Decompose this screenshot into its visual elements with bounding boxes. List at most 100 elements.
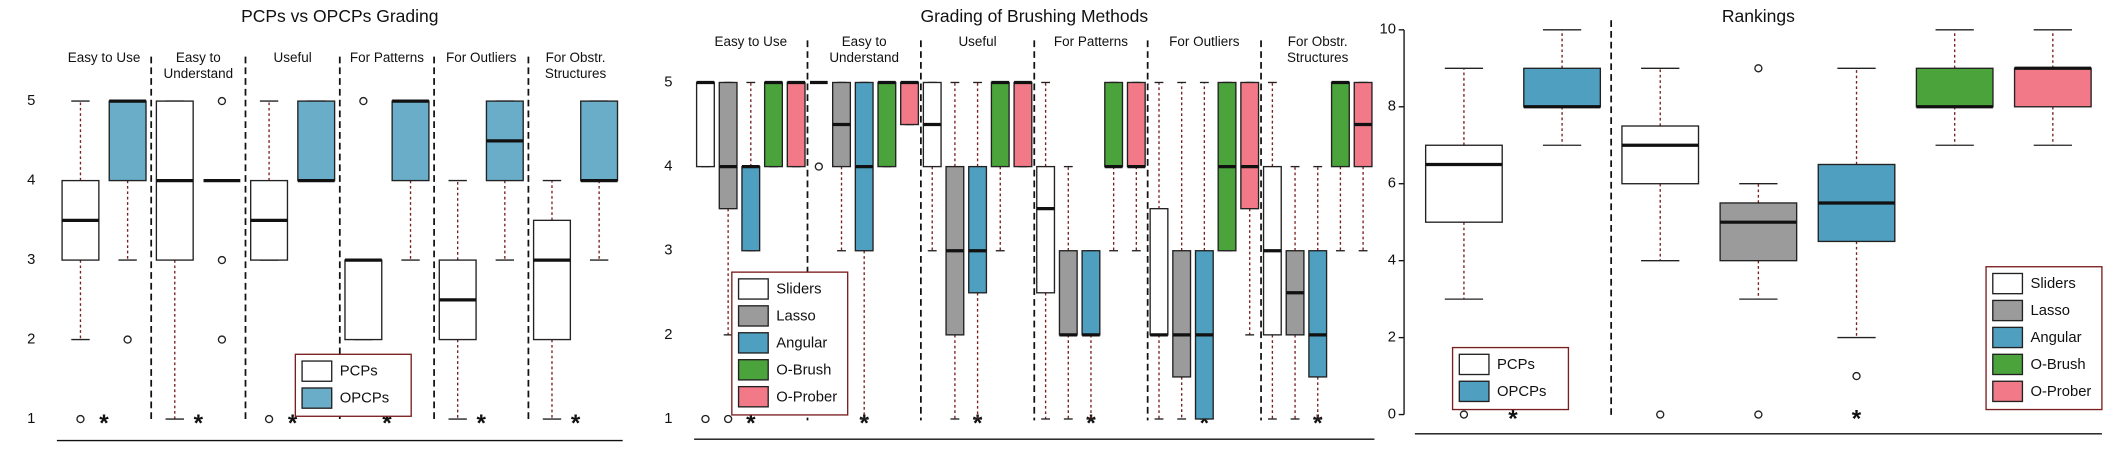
legend-swatch: [301, 360, 333, 382]
group-label: Useful: [273, 51, 312, 67]
legend-label: Angular: [2031, 330, 2082, 346]
legend-label: Sliders: [2031, 276, 2076, 292]
box: [786, 81, 806, 168]
box: [391, 100, 430, 182]
box: [695, 81, 715, 168]
outlier: [264, 414, 274, 424]
significance-note: *: [571, 410, 581, 437]
group-label-box: For Obstr. Structures: [1287, 35, 1349, 66]
legend-swatch: [1458, 353, 1490, 376]
outlier: [123, 335, 132, 344]
legend-label: O-Prober: [2031, 384, 2092, 400]
outlier: [701, 414, 710, 424]
group-label-box: Easy to Use: [67, 51, 141, 67]
box: [1013, 81, 1033, 168]
significance-note: *: [477, 410, 487, 437]
outlier: [217, 255, 227, 265]
legend-swatch: [737, 278, 769, 300]
y-tick-label: 0: [1388, 406, 1396, 422]
outlier: [217, 96, 227, 106]
legend-swatch: [1992, 299, 2024, 322]
significance-note: *: [746, 410, 756, 437]
group-label: Easy to Use: [67, 51, 141, 67]
significance-note: *: [859, 410, 869, 437]
significance-note: *: [1852, 405, 1862, 432]
box: [1719, 202, 1798, 262]
legend-label: OPCPs: [1497, 384, 1546, 400]
y-tick-label: 10: [1380, 22, 1396, 38]
legend-swatch: [1992, 272, 2024, 295]
group-label-box: Easy to Understand: [829, 35, 899, 65]
box: [968, 165, 988, 294]
box: [1104, 81, 1124, 168]
y-tick-label: 4: [1388, 253, 1396, 269]
box: [877, 81, 897, 168]
box: [297, 100, 336, 182]
group-label-box: For Outliers: [446, 51, 517, 67]
y-tick-label: 5: [27, 93, 35, 109]
box: [1240, 81, 1260, 210]
y-tick-label: 1: [664, 411, 672, 427]
significance-note: *: [99, 410, 109, 437]
group-label-box: Useful: [273, 51, 312, 67]
outlier: [1459, 410, 1469, 419]
outlier: [217, 335, 227, 344]
box: [344, 259, 383, 341]
group-label: For Patterns: [1053, 35, 1129, 50]
y-tick-label: 5: [664, 74, 672, 90]
y-tick-label: 3: [664, 243, 672, 259]
box: [1424, 144, 1503, 223]
box: [990, 81, 1010, 168]
outlier: [359, 96, 368, 106]
box: [1330, 81, 1350, 168]
box: [1523, 67, 1602, 108]
group-label: Easy to Use: [714, 35, 788, 50]
outlier: [1852, 371, 1861, 381]
significance-note: *: [1313, 410, 1323, 437]
chart-title: Rankings: [1722, 6, 1795, 26]
group-label-box: For Obstr. Structures: [544, 51, 607, 82]
legend-swatch: [1992, 380, 2024, 403]
group-label-box: Useful: [958, 35, 996, 50]
group-label: For Obstr. Structures: [544, 51, 607, 82]
group-label: For Outliers: [446, 51, 517, 67]
group-label-box: Easy to Use: [714, 35, 788, 50]
outlier: [76, 414, 85, 424]
box: [1308, 250, 1328, 378]
y-tick-label: 2: [664, 327, 672, 343]
significance-note: *: [1086, 410, 1096, 437]
legend-label: O-Brush: [2031, 357, 2086, 373]
y-tick-label: 6: [1388, 176, 1396, 192]
box: [2013, 67, 2092, 108]
box: [1081, 250, 1101, 336]
box: [718, 81, 738, 210]
box: [108, 100, 147, 182]
significance-note: *: [382, 410, 392, 437]
box: [1149, 207, 1169, 336]
legend-swatch: [1992, 326, 2024, 349]
box: [1036, 165, 1056, 294]
legend-swatch: [1992, 353, 2024, 376]
legend-label: PCPs: [1497, 357, 1535, 373]
box: [1621, 125, 1700, 185]
y-tick-label: 1: [27, 411, 35, 427]
chart-title: Grading of Brushing Methods: [920, 6, 1148, 26]
legend-swatch: [1458, 380, 1490, 403]
legend-label: PCPs: [340, 364, 378, 380]
legend-swatch: [737, 305, 769, 327]
y-tick-label: 4: [27, 172, 35, 188]
significance-note: *: [973, 410, 983, 437]
group-label-box: For Outliers: [1169, 35, 1239, 50]
significance-note: *: [1200, 410, 1210, 437]
group-label-box: For Patterns: [1053, 35, 1129, 50]
box: [1058, 250, 1078, 336]
legend-label: OPCPs: [340, 391, 389, 407]
group-label: For Obstr. Structures: [1287, 35, 1349, 66]
outlier: [1656, 410, 1665, 419]
box: [763, 81, 783, 168]
legend-label: Lasso: [2031, 303, 2070, 319]
box: [532, 219, 572, 341]
significance-note: *: [1508, 405, 1518, 432]
